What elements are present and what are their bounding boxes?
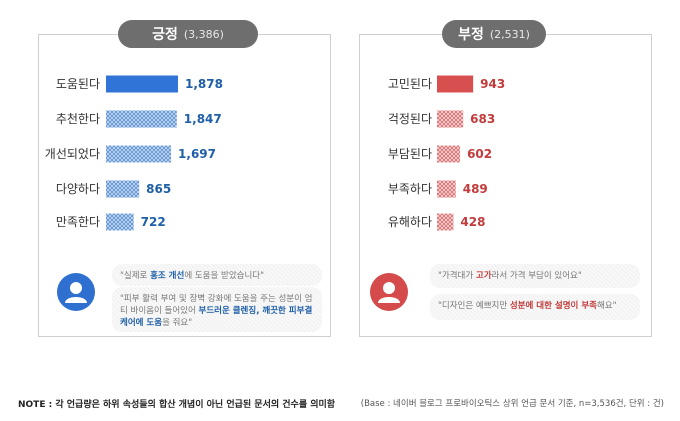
positive-quote-1-pre: "실제로 xyxy=(120,271,151,281)
positive-total: (3,386) xyxy=(183,27,224,41)
positive-quote-2: "피부 활력 부여 및 장벽 강화에 도움을 주는 성분이 엄티 바이옴이 들어… xyxy=(112,287,322,332)
negative-quote-2: "디자인은 예쁘지만 성분에 대한 설명이 부족해요" xyxy=(430,294,640,320)
footnote-label: NOTE : xyxy=(18,400,53,410)
positive-quote-1: "실제로 홍조 개선에 도움을 받았습니다" xyxy=(112,264,322,286)
positive-title: 긍정 xyxy=(152,27,178,43)
negative-quote-2-pre: "디자인은 예쁘지만 xyxy=(438,301,510,311)
footnote-text: 각 언급량은 하위 속성들의 합산 개념이 아닌 언급된 문서의 건수를 의미함 xyxy=(55,400,336,410)
negative-title: 부정 xyxy=(458,27,484,43)
positive-quote-2-pre: "피부 활력 부여 및 장벽 강화에 도움을 주는 성분이 엄티 바이옴이 들어… xyxy=(120,294,313,316)
positive-header-pill: 긍정 (3,386) xyxy=(118,20,258,48)
negative-quote-2-post: 해요" xyxy=(596,301,617,311)
negative-quote-1: "가격대가 고가라서 가격 부담이 있어요" xyxy=(430,264,640,288)
negative-quote-2-highlight: 성분에 대한 설명이 부족 xyxy=(509,301,597,311)
positive-quote-2-highlight: 부드러운 클렌징, 깨끗한 피부결 케어에 도움 xyxy=(120,306,313,328)
negative-quote-1-post: 라서 가격 부담이 있어요" xyxy=(491,271,582,281)
positive-quote-1-highlight: 홍조 개선 xyxy=(150,271,185,281)
positive-quote-1-post: 에 도움을 받았습니다" xyxy=(184,271,265,281)
negative-total: (2,531) xyxy=(489,27,530,41)
positive-user-avatar-icon xyxy=(57,273,95,311)
positive-quote-2-post: 을 줘요" xyxy=(162,318,193,328)
negative-quote-1-pre: "가격대가 xyxy=(438,271,476,281)
data-source: (Base : 네이버 블로그 프로바이오틱스 상위 언급 문서 기준, n=3… xyxy=(360,399,664,409)
footnote: NOTE : 각 언급량은 하위 속성들의 합산 개념이 아닌 언급된 문서의 … xyxy=(18,397,335,410)
negative-quote-1-highlight: 고가 xyxy=(475,271,492,281)
negative-header-pill: 부정 (2,531) xyxy=(442,20,546,48)
negative-user-avatar-icon xyxy=(370,273,408,311)
